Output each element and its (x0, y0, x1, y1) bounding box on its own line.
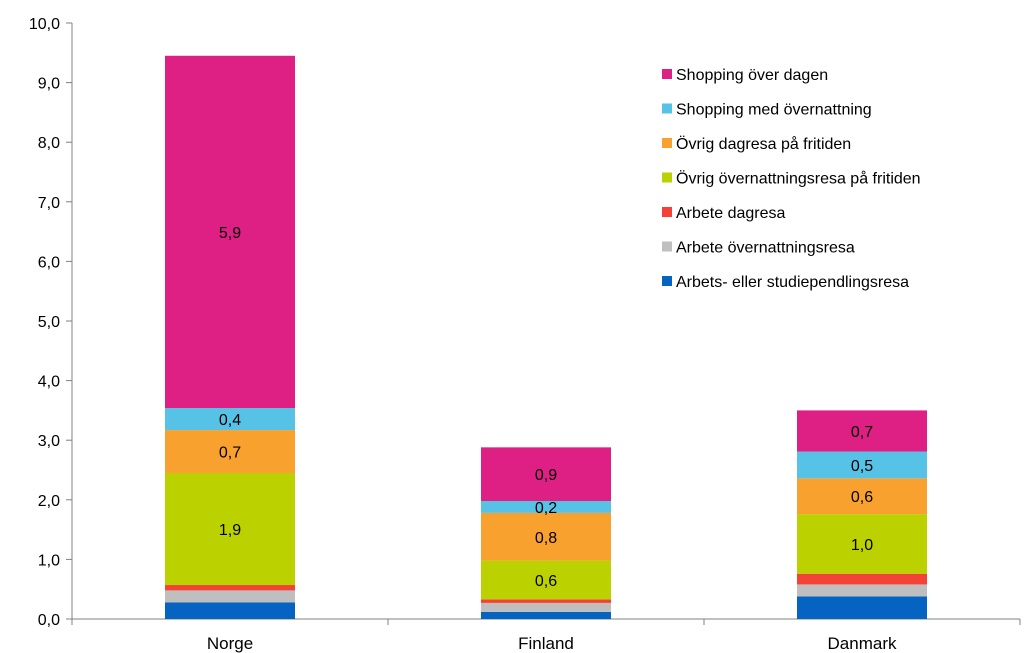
bar-segment (481, 447, 611, 501)
legend-swatch (662, 138, 672, 148)
y-tick-label: 3,0 (38, 433, 60, 450)
bar-segment (165, 408, 295, 431)
bar-segment (481, 512, 611, 561)
bar-segment (165, 430, 295, 473)
data-label: 1,0 (851, 537, 873, 554)
bar-segment (797, 451, 927, 479)
x-category-label: Danmark (828, 634, 897, 653)
bar-segment (165, 472, 295, 586)
data-label: 0,6 (535, 573, 557, 590)
data-label: 0,5 (851, 458, 873, 475)
bar-segment (165, 602, 295, 619)
data-label: 0,7 (219, 445, 241, 462)
legend-label: Shopping över dagen (676, 67, 828, 84)
legend-swatch (662, 276, 672, 286)
x-category-label: Norge (207, 634, 253, 653)
legend-label: Övrig övernattningsresa på fritiden (676, 170, 921, 188)
data-label: 0,8 (535, 530, 557, 547)
legend-swatch (662, 172, 672, 183)
data-label: 0,6 (851, 489, 873, 506)
legend: Shopping över dagen Shopping med övernatt… (662, 67, 921, 291)
y-tick-label: 9,0 (38, 76, 60, 93)
y-tick-label: 6,0 (38, 254, 60, 271)
x-axis: Norge Finland Danmark (71, 618, 1021, 653)
y-tick-label: 2,0 (38, 493, 60, 510)
legend-swatch (662, 103, 672, 114)
bar-segment (481, 500, 611, 513)
legend-label: Arbets- eller studiependlingsresa (676, 274, 909, 291)
data-label: 0,2 (535, 500, 557, 517)
legend-label: Övrig dagresa på fritiden (676, 135, 851, 153)
bar-segment (797, 573, 927, 585)
legend-label: Arbete dagresa (676, 205, 786, 222)
bar-segment (165, 590, 295, 603)
bar-segment (481, 602, 611, 612)
data-labels: 1,9 0,7 0,4 5,9 0,6 0,8 0,2 0,9 1,0 0,6 0,5 0,7 (219, 225, 873, 590)
data-label: 0,7 (851, 424, 873, 441)
bar-segment (797, 596, 927, 619)
bars (165, 55, 927, 619)
data-label: 0,4 (219, 412, 241, 429)
legend-swatch (662, 207, 672, 217)
legend-swatch (662, 241, 672, 252)
y-tick-label: 10,0 (29, 16, 60, 33)
y-tick-label: 7,0 (38, 195, 60, 212)
data-label: 5,9 (219, 225, 241, 242)
y-tick-label: 8,0 (38, 135, 60, 152)
data-label: 1,9 (219, 522, 241, 539)
y-tick-label: 4,0 (38, 374, 60, 391)
bar-segment (481, 599, 611, 603)
bar-segment (797, 514, 927, 574)
y-tick-label: 0,0 (38, 612, 60, 629)
legend-label: Shopping med övernattning (676, 102, 872, 119)
bar-segment (481, 611, 611, 619)
y-tick-label: 5,0 (38, 314, 60, 331)
data-label: 0,9 (535, 467, 557, 484)
legend-swatch (662, 69, 672, 79)
bar-segment (797, 478, 927, 515)
y-axis: 0,0 1,0 2,0 3,0 4,0 5,0 6,0 7,0 8,0 9,0 10,0 (29, 16, 73, 629)
bar-segment (165, 585, 295, 591)
bar-segment (165, 55, 295, 409)
x-category-label: Finland (518, 634, 574, 653)
bar-segment (797, 584, 927, 597)
bar-segment (797, 410, 927, 452)
y-tick-label: 1,0 (38, 552, 60, 569)
legend-label: Arbete övernattningsresa (676, 240, 855, 257)
bar-segment (481, 560, 611, 600)
